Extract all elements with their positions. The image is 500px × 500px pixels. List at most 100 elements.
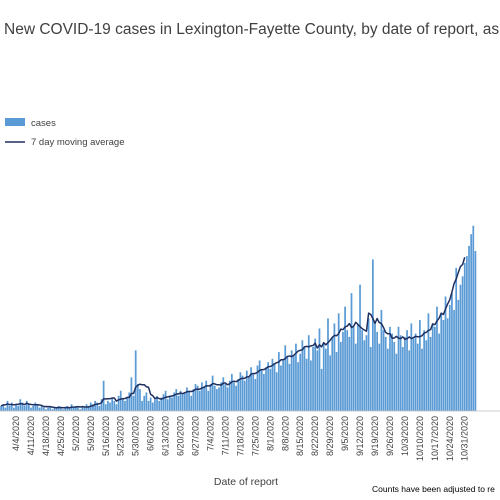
- bar-cases: [316, 350, 319, 411]
- bar-cases: [51, 409, 54, 411]
- bar-cases: [77, 407, 79, 411]
- bar-cases: [256, 365, 259, 411]
- bar-cases: [455, 267, 458, 411]
- bar-cases: [87, 405, 90, 411]
- bar-cases: [369, 347, 372, 411]
- bar-cases: [245, 370, 248, 411]
- bar-cases: [66, 405, 69, 411]
- bar-cases: [286, 357, 289, 411]
- bar-cases: [348, 336, 351, 411]
- bar-cases: [183, 392, 186, 411]
- bar-cases: [60, 407, 62, 411]
- bar-cases: [423, 330, 426, 411]
- x-tick-label: 10/24/2020: [445, 416, 455, 461]
- bar-cases: [254, 379, 257, 411]
- bar-cases: [177, 395, 180, 411]
- bar-cases: [472, 225, 475, 411]
- bar-cases: [235, 385, 237, 411]
- bar-cases: [211, 375, 214, 411]
- bar-cases: [109, 402, 111, 411]
- bar-cases: [299, 353, 302, 411]
- bar-cases: [151, 402, 154, 411]
- bar-cases: [350, 293, 353, 411]
- bar-cases: [290, 350, 293, 411]
- bar-cases: [474, 251, 477, 411]
- bar-cases: [166, 399, 169, 411]
- x-axis-tick-labels: 4/4/2020 4/11/2020 4/18/2020 4/25/2020 5/2/2…: [11, 416, 470, 461]
- bar-cases: [322, 343, 325, 411]
- bar-cases: [327, 318, 329, 411]
- bar-cases: [273, 363, 276, 411]
- bar-cases: [47, 407, 49, 411]
- x-tick-label: 7/25/2020: [250, 416, 260, 456]
- bar-cases: [201, 382, 203, 411]
- x-tick-label: 7/4/2020: [205, 416, 215, 451]
- bar-cases: [384, 336, 387, 411]
- bar-cases: [438, 333, 440, 411]
- bar-cases: [442, 320, 445, 411]
- bar-cases: [374, 323, 376, 411]
- x-tick-label: 8/22/2020: [310, 416, 320, 456]
- bar-cases: [363, 340, 366, 411]
- bar-cases: [284, 345, 287, 411]
- bar-cases: [444, 296, 447, 411]
- bar-cases: [198, 390, 201, 411]
- bar-cases: [160, 397, 163, 411]
- x-tick-label: 10/31/2020: [460, 416, 470, 461]
- x-tick-label: 10/10/2020: [415, 416, 425, 461]
- bar-cases: [6, 400, 9, 411]
- bar-cases: [98, 405, 101, 411]
- bar-cases: [408, 350, 411, 411]
- x-tick-label: 5/23/2020: [116, 416, 126, 456]
- bar-cases: [425, 340, 428, 411]
- bar-cases: [342, 331, 344, 411]
- x-axis-title: Date of report: [214, 476, 278, 488]
- bar-cases: [13, 407, 15, 411]
- bar-cases: [205, 380, 208, 411]
- bar-cases: [250, 367, 252, 411]
- bar-cases: [461, 276, 464, 411]
- bar-cases: [96, 402, 99, 411]
- bar-cases: [367, 318, 370, 411]
- bar-cases: [224, 384, 227, 411]
- bar-cases: [233, 382, 235, 411]
- bar-cases: [169, 395, 171, 411]
- x-tick-label: 5/2/2020: [71, 416, 81, 451]
- bar-cases: [344, 306, 346, 411]
- bar-cases: [357, 325, 359, 411]
- x-tick-label: 10/17/2020: [430, 416, 440, 461]
- bar-cases: [267, 362, 270, 411]
- bar-cases: [331, 336, 334, 411]
- bar-cases: [222, 377, 225, 411]
- bar-cases: [156, 395, 158, 411]
- x-tick-label: 7/11/2020: [220, 416, 230, 455]
- bar-cases: [192, 389, 195, 411]
- bar-cases: [468, 245, 470, 411]
- bar-cases: [128, 392, 131, 411]
- bar-cases: [113, 400, 116, 411]
- bar-cases: [451, 293, 453, 411]
- bar-cases: [295, 343, 297, 411]
- bar-cases: [466, 256, 468, 411]
- bar-cases: [312, 347, 314, 411]
- bar-cases: [218, 387, 220, 411]
- x-tick-label: 8/1/2020: [265, 416, 275, 451]
- bar-cases: [171, 397, 173, 411]
- bar-cases: [179, 390, 182, 411]
- bar-cases: [252, 373, 255, 411]
- bar-cases: [23, 405, 26, 411]
- bar-cases: [380, 309, 383, 411]
- bar-cases: [228, 380, 231, 411]
- bar-cases: [416, 343, 419, 411]
- bar-cases: [275, 372, 278, 411]
- bar-cases: [346, 330, 349, 411]
- x-tick-label: 9/12/2020: [355, 416, 365, 456]
- bar-cases: [241, 375, 244, 411]
- bar-cases: [320, 368, 323, 411]
- bar-cases: [8, 405, 11, 411]
- bar-cases: [32, 405, 34, 411]
- bar-cases: [164, 390, 167, 411]
- bar-cases: [102, 380, 105, 411]
- bar-cases: [431, 323, 434, 411]
